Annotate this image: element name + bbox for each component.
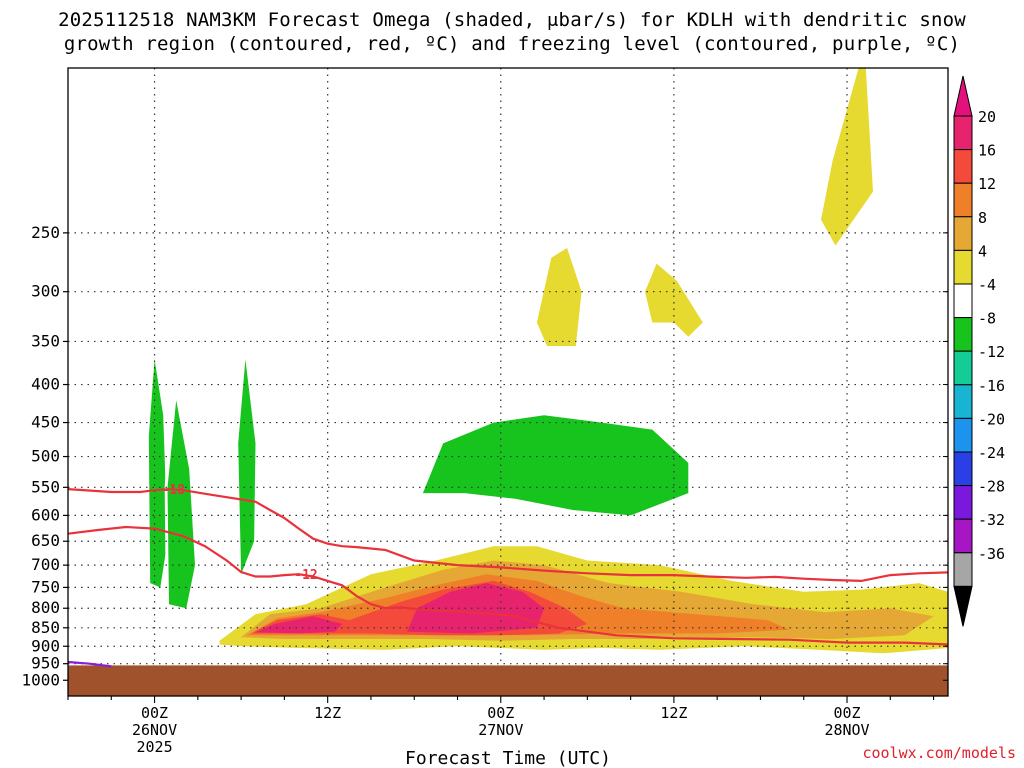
y-tick-label: 850 [31,618,60,637]
colorbar-swatch [953,417,973,453]
colorbar-label: -28 [978,478,1005,496]
colorbar-label: -8 [978,310,996,328]
omega-region--4 [195,286,223,613]
y-tick-label: 600 [31,505,60,524]
colorbar-label: 8 [978,209,987,227]
contour-label: -12 [294,568,317,583]
colorbar-swatch [953,384,973,419]
colorbar-label: -32 [978,511,1005,529]
dgz-contour-18 [68,487,948,583]
omega-region-20 [255,616,343,634]
x-tick-label-year: 2025 [136,738,172,756]
colorbar-label: 4 [978,242,987,260]
y-tick-label: 650 [31,531,60,550]
colorbar-label: -36 [978,545,1005,563]
chart-title-line-1: 2025112518 NAM3KM Forecast Omega (shaded… [58,9,966,31]
x-tick-label-time: 12Z [314,704,341,722]
colorbar-top-arrow [953,75,973,117]
x-tick-label-date: 28NOV [824,721,869,739]
x-axis-title: Forecast Time (UTC) [405,748,611,768]
omega-region-4 [645,263,703,337]
colorbar-swatch [953,451,973,487]
omega-region--8 [148,359,168,588]
colorbar-swatch [953,249,973,285]
y-tick-label: 500 [31,447,60,466]
y-tick-label: 750 [31,577,60,596]
colorbar-label: 20 [978,108,996,126]
omega-region-20 [407,583,545,634]
colorbar-label: -16 [978,377,1005,395]
x-tick-label-date: 27NOV [478,721,523,739]
colorbar-swatch [953,149,973,184]
omega-region-4 [536,248,582,346]
terrain-surface [68,665,948,696]
colorbar-label: 16 [978,142,996,160]
x-tick-label-time: 00Z [141,704,168,722]
colorbar-swatch [953,182,973,218]
y-tick-label: 900 [31,636,60,655]
freezing-level-contour [68,660,112,668]
colorbar-label: -24 [978,444,1005,462]
colorbar-swatch [953,518,973,554]
y-tick-label: 300 [31,282,60,301]
colorbar-swatch [953,552,973,587]
y-tick-label: 700 [31,555,60,574]
contour-label: -18 [162,483,186,498]
omega-region--8 [167,400,195,609]
colorbar-swatch [953,350,973,386]
colorbar-swatch [953,115,973,151]
y-tick-label: 250 [31,223,60,242]
y-tick-label: 950 [31,654,60,673]
x-tick-label-time: 00Z [833,704,860,722]
y-tick-label: 400 [31,375,60,394]
colorbar-swatch [953,317,973,352]
colorbar-label: -12 [978,343,1005,361]
y-tick-label: 1000 [21,670,60,689]
y-tick-label: 350 [31,331,60,350]
x-tick-label-time: 12Z [660,704,687,722]
omega-region--8 [238,359,256,575]
omega-region-4 [821,68,873,246]
x-tick-label-date: 26NOV [132,721,177,739]
colorbar-swatch [953,216,973,251]
y-tick-label: 450 [31,413,60,432]
credit-text[interactable]: coolwx.com/models [862,744,1016,762]
omega-region--8 [422,415,689,516]
colorbar-label: 12 [978,175,996,193]
chart-title-line-2: growth region (contoured, red, ºC) and f… [63,33,961,55]
colorbar-bottom-arrow [953,585,973,627]
x-tick-label-time: 00Z [487,704,514,722]
plot-frame [67,67,949,697]
y-tick-label: 800 [31,598,60,617]
colorbar-swatch [953,283,973,319]
colorbar-label: -20 [978,410,1005,428]
plot-area: -18 -12 [68,68,948,696]
colorbar-swatch [953,485,973,520]
colorbar-label: -4 [978,276,996,294]
dgz-contour-12 [68,525,948,646]
y-tick-label: 550 [31,477,60,496]
